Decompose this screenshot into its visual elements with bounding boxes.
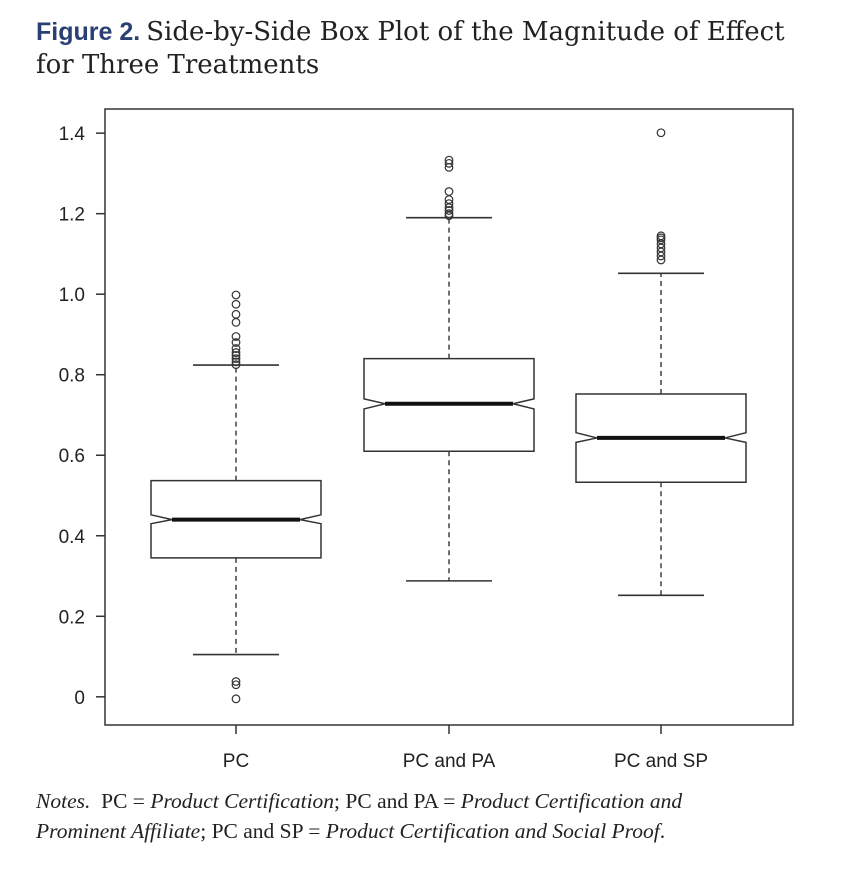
y-tick-label: 1.0 xyxy=(59,285,85,306)
outlier-point xyxy=(231,290,241,300)
notes-pcsp-full: Product Certification and Social Proof xyxy=(325,819,660,843)
y-tick-label: 0.6 xyxy=(59,446,85,467)
outlier-point xyxy=(231,332,241,341)
outlier-point xyxy=(231,351,241,360)
outlier-point xyxy=(231,309,241,319)
notes-end: . xyxy=(659,819,666,843)
outlier-point xyxy=(231,694,241,704)
outlier-point xyxy=(444,187,454,196)
outlier-point xyxy=(656,128,666,138)
outlier-point xyxy=(231,344,241,353)
y-tick-label: 1.2 xyxy=(59,205,85,226)
notes-eq-3: = xyxy=(308,819,321,843)
outlier-point xyxy=(444,206,454,215)
notes-pcpa-full-line1: Product Certification and xyxy=(460,789,683,813)
outlier-point xyxy=(444,158,454,168)
notes-pc-abbr: PC xyxy=(101,789,128,813)
outlier-point xyxy=(444,209,454,219)
figure-notes: Notes. PC = Product Certification; PC an… xyxy=(36,786,836,846)
outlier-point xyxy=(231,317,241,327)
y-tick-label: 0.4 xyxy=(59,527,86,548)
y-tick-label: 0.2 xyxy=(59,607,85,628)
notes-pc-full: Product Certification xyxy=(150,789,335,813)
figure-label: Figure 2. xyxy=(36,18,141,46)
notes-sep-1: ; xyxy=(334,789,341,813)
figure-title-line2: for Three Treatments xyxy=(36,50,320,80)
outlier-point xyxy=(231,677,241,686)
x-tick-label: PC and PA xyxy=(403,751,496,772)
box-plot: 0 0.2 0.4 0.6 0.8 1.0 1.2 1.4 PC PC and PA PC and … xyxy=(59,108,794,772)
x-tick-label: PC xyxy=(223,751,249,772)
outlier-point xyxy=(231,299,241,309)
figure-caption: Figure 2. Side-by-Side Box Plot of the Ma… xyxy=(36,16,836,82)
outlier-point xyxy=(231,360,241,370)
outlier-point xyxy=(231,354,241,364)
outlier-point xyxy=(231,680,241,690)
notes-pcpa-abbr: PC and PA xyxy=(345,789,438,813)
y-tick-label: 0.8 xyxy=(59,366,85,387)
outlier-point xyxy=(656,231,666,241)
outlier-point xyxy=(444,199,454,209)
notes-pcsp-abbr: PC and SP xyxy=(211,819,303,843)
outlier-point xyxy=(444,155,454,165)
outlier-point xyxy=(231,338,241,347)
notes-sep-2: ; xyxy=(200,819,207,843)
notes-lead: Notes. xyxy=(36,789,91,813)
figure-title-line1: Side-by-Side Box Plot of the Magnitude o… xyxy=(146,17,785,47)
notes-eq-2: = xyxy=(443,789,456,813)
y-tick-label: 0 xyxy=(74,688,85,709)
notes-pcpa-full-line2: Prominent Affiliate xyxy=(36,819,201,843)
x-tick-label: PC and SP xyxy=(614,751,708,772)
outlier-point xyxy=(231,357,241,367)
outlier-point xyxy=(231,348,241,357)
notes-eq-1: = xyxy=(132,789,145,813)
y-tick-label: 1.4 xyxy=(59,124,86,145)
